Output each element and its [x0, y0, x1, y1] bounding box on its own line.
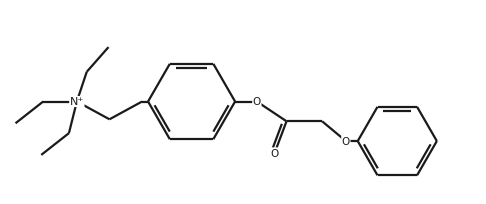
Text: O: O	[253, 97, 261, 107]
Text: O: O	[342, 136, 350, 146]
Text: O: O	[271, 148, 279, 158]
Text: N⁺: N⁺	[69, 97, 84, 107]
